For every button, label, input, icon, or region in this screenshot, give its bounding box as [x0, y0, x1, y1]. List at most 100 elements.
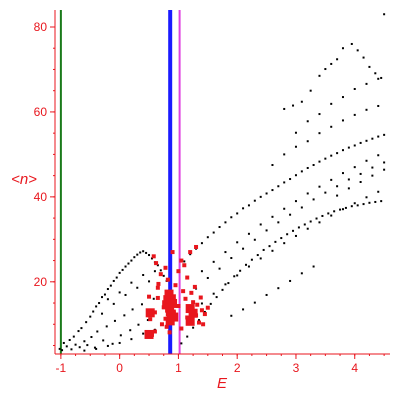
point [152, 310, 157, 315]
point [277, 185, 280, 188]
point [227, 282, 230, 285]
x-tick-label: 4 [351, 361, 358, 375]
reference-lines [59, 10, 181, 354]
point [169, 312, 179, 322]
point [300, 206, 303, 209]
point [336, 185, 339, 188]
point [185, 275, 190, 280]
point [200, 242, 203, 245]
point [271, 249, 274, 252]
point [95, 347, 98, 350]
point [136, 286, 139, 289]
point [383, 161, 386, 164]
point [286, 233, 289, 236]
point [236, 212, 239, 215]
point [142, 250, 145, 253]
point [188, 250, 193, 255]
point [344, 206, 347, 209]
point [283, 181, 286, 184]
point [96, 330, 99, 333]
point [90, 336, 93, 339]
point [341, 96, 344, 99]
point [330, 102, 333, 105]
point [188, 308, 198, 318]
point [341, 47, 344, 50]
point [163, 316, 168, 321]
point [283, 242, 286, 245]
point [166, 294, 176, 304]
point [109, 284, 112, 287]
point [289, 279, 292, 282]
y-axis-label: <n> [11, 171, 37, 188]
point [83, 340, 86, 343]
axes: -1 0 1 2 3 4 20 40 60 80 [34, 10, 390, 375]
point [199, 308, 204, 313]
y-tick-label: 20 [34, 275, 48, 289]
point [119, 334, 122, 337]
point [365, 108, 368, 111]
x-axis-label: E [217, 375, 228, 392]
point [130, 259, 133, 262]
point [185, 316, 195, 326]
point [306, 140, 309, 143]
point [156, 264, 159, 267]
point [318, 74, 321, 77]
point [300, 100, 303, 103]
point [365, 139, 368, 142]
point [148, 280, 151, 283]
point [256, 254, 259, 257]
point [294, 234, 297, 237]
point [230, 314, 233, 317]
point [224, 283, 227, 286]
point [218, 226, 221, 229]
point [154, 261, 159, 266]
point [339, 208, 342, 211]
point [341, 149, 344, 152]
point [294, 145, 297, 148]
point [65, 345, 68, 348]
point [277, 287, 280, 290]
point [142, 332, 145, 335]
point [321, 214, 324, 217]
y-tick-label: 60 [34, 105, 48, 119]
point [101, 296, 104, 299]
point [61, 349, 64, 352]
point [203, 310, 206, 313]
point [289, 178, 292, 181]
point [353, 87, 356, 90]
point [106, 288, 109, 291]
x-tick-label: 2 [234, 361, 241, 375]
point [212, 231, 215, 234]
point [118, 271, 121, 274]
point [95, 305, 98, 308]
point [383, 168, 386, 171]
point [245, 263, 248, 266]
point [224, 251, 227, 254]
point [148, 317, 153, 322]
point [377, 77, 380, 80]
point [83, 349, 86, 352]
point [253, 238, 256, 241]
point [164, 324, 169, 329]
point [265, 293, 268, 296]
point [58, 347, 61, 350]
point [179, 258, 184, 263]
y-tick-label: 40 [34, 190, 48, 204]
point [152, 329, 157, 334]
point [297, 226, 300, 229]
point [283, 207, 286, 210]
point [205, 305, 210, 310]
point [374, 72, 377, 75]
point [383, 13, 386, 16]
point [136, 253, 139, 256]
point [164, 289, 174, 299]
point [292, 104, 295, 107]
point [292, 229, 295, 232]
point [250, 258, 253, 261]
point [176, 269, 181, 274]
point [318, 113, 321, 116]
point [194, 244, 199, 249]
point [145, 308, 155, 318]
y-tick-label: 80 [34, 20, 48, 34]
